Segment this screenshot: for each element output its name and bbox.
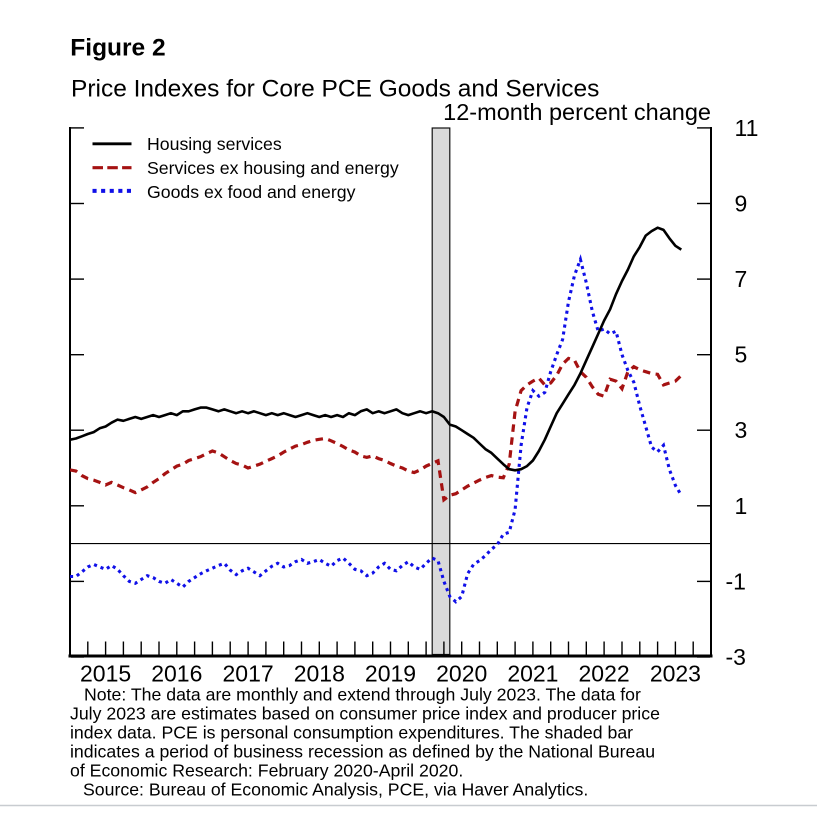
svg-text:index data. PCE is personal co: index data. PCE is personal consumption … xyxy=(70,722,633,742)
svg-text:Price Indexes for Core PCE Goo: Price Indexes for Core PCE Goods and Ser… xyxy=(71,75,599,102)
svg-text:-1: -1 xyxy=(726,568,746,594)
svg-text:7: 7 xyxy=(735,266,748,292)
svg-text:Services ex housing and energy: Services ex housing and energy xyxy=(147,158,399,178)
svg-text:indicates a period of business: indicates a period of business recession… xyxy=(70,741,655,761)
svg-text:Figure 2: Figure 2 xyxy=(70,35,165,62)
svg-text:-3: -3 xyxy=(726,644,746,670)
svg-text:Source: Bureau of Economic Ana: Source: Bureau of Economic Analysis, PCE… xyxy=(83,779,588,799)
svg-text:Goods ex food and energy: Goods ex food and energy xyxy=(147,182,356,202)
svg-text:2015: 2015 xyxy=(80,660,131,686)
svg-text:2017: 2017 xyxy=(223,660,274,686)
svg-text:9: 9 xyxy=(735,191,748,217)
svg-text:Note: The data are monthly and: Note: The data are monthly and extend th… xyxy=(84,684,641,704)
svg-text:12-month percent change: 12-month percent change xyxy=(443,99,711,125)
svg-text:2019: 2019 xyxy=(365,660,416,686)
svg-text:2016: 2016 xyxy=(151,660,202,686)
svg-text:2023: 2023 xyxy=(650,660,701,686)
svg-text:1: 1 xyxy=(735,493,748,519)
svg-text:11: 11 xyxy=(735,115,759,141)
svg-text:3: 3 xyxy=(735,417,748,443)
svg-text:2022: 2022 xyxy=(579,660,630,686)
svg-text:of Economic Research: February: of Economic Research: February 2020-Apri… xyxy=(70,760,463,780)
svg-text:July 2023 are estimates based: July 2023 are estimates based on consume… xyxy=(70,703,660,723)
svg-text:2021: 2021 xyxy=(507,660,558,686)
svg-text:2020: 2020 xyxy=(436,660,487,686)
svg-text:Housing services: Housing services xyxy=(147,134,282,154)
svg-text:2018: 2018 xyxy=(294,660,345,686)
svg-text:5: 5 xyxy=(735,342,748,368)
